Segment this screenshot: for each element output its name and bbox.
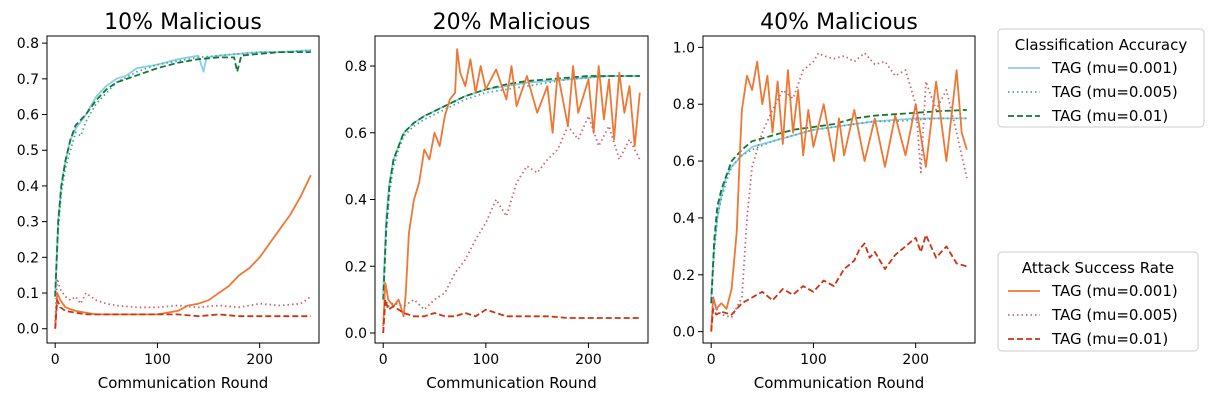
- y-tick-label: 0.2: [345, 259, 367, 275]
- legend-attack-title: Attack Success Rate: [1022, 259, 1174, 277]
- accuracy-line-acc_mu01: [382, 75, 640, 300]
- series-group: [710, 52, 968, 332]
- chart-title: 10% Malicious: [104, 10, 262, 35]
- attack-line-asr_mu001: [54, 174, 312, 329]
- x-axis-label: Communication Round: [98, 374, 268, 392]
- x-tick-label: 200: [246, 352, 273, 368]
- legend-attack-box: [997, 251, 1199, 352]
- attack-line-asr_mu001: [710, 60, 968, 332]
- chart-panel-2: 20% Malicious 0 100 200 0.0 0.2 0.4 0.6 0.8 Commu…: [345, 10, 649, 392]
- plot-frame: [702, 35, 976, 344]
- series-group: [382, 48, 641, 334]
- y-tick-label: 0.4: [17, 179, 39, 195]
- attack-line-asr_mu005: [710, 52, 968, 326]
- y-tick-label: 0.0: [17, 322, 39, 338]
- plot-frame: [374, 35, 649, 344]
- accuracy-line-acc_mu01: [54, 51, 311, 297]
- x-tick-label: 100: [472, 352, 499, 368]
- legend-accuracy: Classification Accuracy TAG (mu=0.001) TAG…: [997, 28, 1205, 128]
- x-tick-label: 100: [144, 352, 171, 368]
- legend-attack-item: TAG (mu=0.001): [1051, 282, 1178, 300]
- y-tick-label: 0.3: [17, 215, 39, 231]
- x-axis-label: Communication Round: [426, 374, 596, 392]
- y-tick-label: 0.2: [17, 250, 39, 266]
- y-tick-label: 0.5: [17, 143, 39, 159]
- y-tick-label: 0.4: [345, 193, 367, 209]
- legend-accuracy-box: [997, 28, 1205, 128]
- legend-accuracy-title: Classification Accuracy: [1015, 36, 1188, 54]
- plot-frame: [46, 35, 320, 344]
- attack-line-asr_mu005: [382, 115, 641, 334]
- y-tick-label: 0.1: [17, 286, 39, 302]
- y-tick-label: 0.6: [17, 108, 39, 124]
- legend-accuracy-item: TAG (mu=0.01): [1051, 107, 1168, 125]
- accuracy-line-acc_mu005: [54, 49, 311, 294]
- y-tick-label: 0.8: [345, 59, 367, 75]
- y-tick-label: 0.2: [673, 268, 695, 284]
- y-tick-label: 0.8: [673, 97, 695, 113]
- legend-accuracy-item: TAG (mu=0.005): [1051, 83, 1178, 101]
- y-tick-label: 0.0: [673, 325, 695, 341]
- accuracy-line-acc_mu001: [54, 49, 311, 294]
- x-axis-label: Communication Round: [754, 374, 924, 392]
- series-group: [54, 49, 312, 329]
- attack-line-asr_mu01: [710, 234, 968, 332]
- chart-panel-3: 40% Malicious 0 100 200 0.0 0.2 0.4 0.6 0.8 1.0 Co…: [673, 10, 976, 392]
- y-tick-label: 0.8: [17, 36, 39, 52]
- legend-attack-item: TAG (mu=0.01): [1051, 330, 1168, 348]
- legend-attack: Attack Success Rate TAG (mu=0.001) TAG (mu…: [997, 251, 1199, 352]
- accuracy-line-acc_mu01: [710, 109, 967, 304]
- legend-accuracy-item: TAG (mu=0.001): [1051, 59, 1178, 77]
- x-tick-label: 100: [800, 352, 827, 368]
- x-tick-label: 0: [51, 352, 60, 368]
- y-tick-label: 1.0: [673, 40, 695, 56]
- accuracy-line-acc_mu001: [382, 75, 640, 293]
- attack-line-asr_mu01: [382, 298, 640, 334]
- attack-line-asr_mu01: [54, 299, 311, 329]
- x-tick-label: 200: [575, 352, 602, 368]
- y-tick-label: 0.7: [17, 72, 39, 88]
- accuracy-line-acc_mu005: [382, 75, 640, 300]
- chart-title: 20% Malicious: [433, 10, 591, 35]
- chart-title: 40% Malicious: [760, 10, 918, 35]
- y-tick-label: 0.0: [345, 326, 367, 342]
- x-tick-label: 200: [902, 352, 929, 368]
- legend-attack-item: TAG (mu=0.005): [1051, 306, 1178, 324]
- y-tick-label: 0.4: [673, 211, 695, 227]
- y-tick-label: 0.6: [673, 154, 695, 170]
- chart-panel-1: 10% Malicious 0 100 200 0.0 0.1 0.2 0.3 0.4 0.5 0.…: [17, 10, 320, 392]
- attack-line-asr_mu001: [382, 48, 641, 327]
- attack-line-asr_mu005: [54, 277, 312, 322]
- x-tick-label: 0: [379, 352, 388, 368]
- x-tick-label: 0: [707, 352, 716, 368]
- y-tick-label: 0.6: [345, 126, 367, 142]
